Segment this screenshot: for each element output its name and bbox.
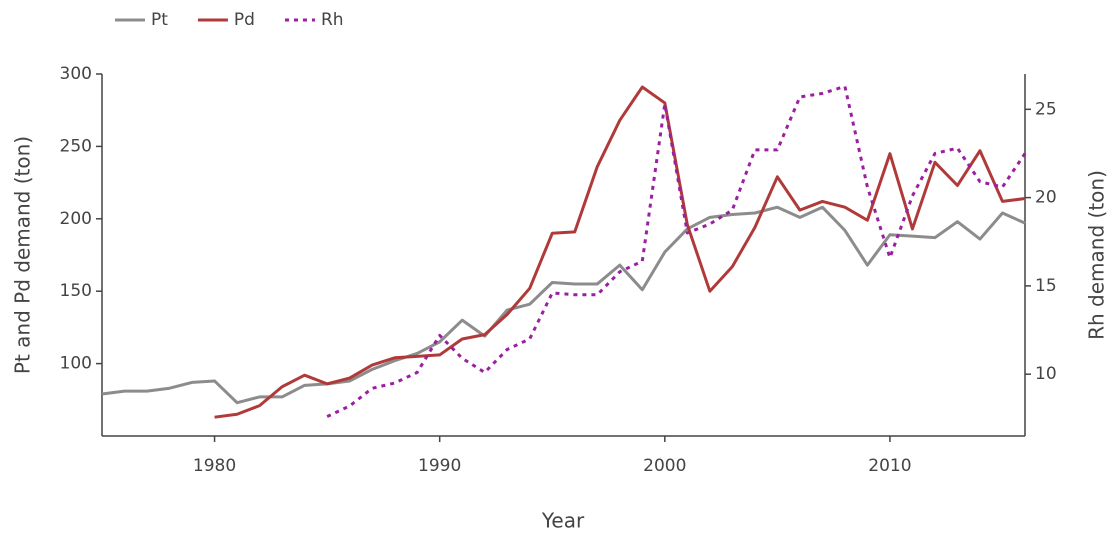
- series-line: [101, 205, 1026, 405]
- y-tick-label: 150: [60, 281, 92, 301]
- x-tick-label: 1980: [193, 456, 236, 476]
- series-line: [214, 85, 1026, 419]
- legend-label: Pd: [234, 10, 255, 30]
- x-tick-label: 2010: [868, 456, 911, 476]
- y-tick-label: 300: [60, 64, 92, 84]
- x-tick-label: 1990: [418, 456, 461, 476]
- y-tick-label: 100: [60, 354, 92, 374]
- x-tick-label: 2000: [643, 456, 686, 476]
- x-axis-label: Year: [541, 509, 585, 533]
- y-axis-label: Pt and Pd demand (ton): [11, 136, 35, 374]
- y2-tick-label: 10: [1035, 364, 1057, 384]
- y2-tick-label: 15: [1035, 276, 1057, 296]
- series-line: [326, 84, 1027, 418]
- legend-label: Pt: [151, 10, 168, 30]
- y2-axis-label: Rh demand (ton): [1085, 170, 1109, 340]
- y2-tick-label: 20: [1035, 188, 1057, 208]
- y-tick-label: 200: [60, 209, 92, 229]
- y2-tick-label: 25: [1035, 99, 1057, 119]
- y-tick-label: 250: [60, 136, 92, 156]
- legend-label: Rh: [321, 10, 344, 30]
